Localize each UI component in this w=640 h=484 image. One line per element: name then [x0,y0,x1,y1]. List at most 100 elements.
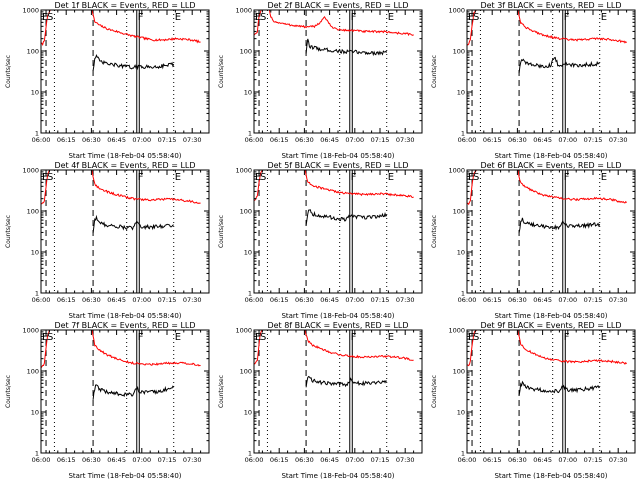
x-tick-label: 07:00 [345,456,364,464]
chart-title: Det 9f BLACK = Events, RED = LLD [480,321,621,330]
x-axis-label: Start Time (18-Feb-04 05:58:40) [281,472,394,480]
y-tick-label: 100 [240,48,252,56]
x-tick-label: 07:00 [345,136,364,144]
marker-letter-e2: E [175,332,181,343]
x-tick-label: 06:45 [107,456,126,464]
y-tick-label: 100 [240,208,252,216]
x-tick-label: 07:30 [183,136,202,144]
events-series-line [518,217,601,233]
plot-frame [466,9,636,134]
detector-chart-7: Det 7f BLACK = Events, RED = LLD Counts/s… [5,321,210,480]
detector-panel-4: Det 4f BLACK = Events, RED = LLD Counts/s… [0,160,213,320]
time-markers [45,170,175,293]
y-tick-label: 10 [457,409,465,417]
y-tick-label: 10 [457,249,465,257]
y-tick-label: 100 [240,368,252,376]
y-tick-label: 100 [27,48,39,56]
x-tick-label: 06:45 [107,296,126,304]
y-tick-label: 1000 [448,7,465,15]
x-tick-label: 07:15 [584,296,603,304]
x-tick-label: 06:30 [82,296,101,304]
marker-letter-s: S [473,172,479,183]
y-tick-label: 10 [244,249,252,257]
x-tick-label: 06:30 [82,136,101,144]
x-tick-label: 07:00 [345,296,364,304]
chart-title: Det 8f BLACK = Events, RED = LLD [267,321,408,330]
x-tick-label: 07:30 [609,136,628,144]
marker-letter-f: F [138,12,144,23]
marker-letter-f: F [138,172,144,183]
detector-panel-3: Det 3f BLACK = Events, RED = LLD Counts/s… [426,0,639,160]
y-tick-label: 1000 [235,327,252,335]
x-tick-label: 06:45 [533,456,552,464]
marker-letter-s: S [47,172,53,183]
lld-series-line [254,10,414,37]
plot-frame [466,169,636,294]
chart-title: Det 2f BLACK = Events, RED = LLD [267,1,408,10]
lld-series-line [41,10,201,47]
detector-panel-9: Det 9f BLACK = Events, RED = LLD Counts/s… [426,320,639,480]
lld-series-line [254,170,414,202]
x-axis-label: Start Time (18-Feb-04 05:58:40) [494,312,607,320]
events-series-line [518,56,600,74]
x-tick-label: 06:45 [533,296,552,304]
marker-letter-e1: E [468,12,474,23]
y-tick-label: 10 [244,409,252,417]
x-tick-label: 06:30 [295,456,314,464]
plot-frame [253,9,423,134]
chart-title: Det 1f BLACK = Events, RED = LLD [54,1,195,10]
y-tick-label: 10 [31,409,39,417]
x-tick-label: 07:15 [158,456,177,464]
detector-panel-5: Det 5f BLACK = Events, RED = LLD Counts/s… [213,160,426,320]
events-series-line [305,375,387,388]
y-tick-label: 1 [248,450,252,458]
x-tick-label: 06:30 [508,296,527,304]
marker-letter-e2: E [388,332,394,343]
y-tick-label: 1 [35,130,39,138]
marker-letter-f: F [351,332,357,343]
marker-letter-s: S [47,12,53,23]
marker-letter-e1: E [42,12,48,23]
x-tick-label: 07:15 [371,456,390,464]
chart-title: Det 4f BLACK = Events, RED = LLD [54,161,195,170]
x-tick-label: 07:30 [183,456,202,464]
x-tick-label: 06:00 [32,456,51,464]
x-tick-label: 06:30 [295,296,314,304]
x-tick-label: 06:15 [483,456,502,464]
y-tick-label: 100 [27,208,39,216]
chart-title: Det 6f BLACK = Events, RED = LLD [480,161,621,170]
lld-series-line [41,330,201,369]
x-axis-label: Start Time (18-Feb-04 05:58:40) [281,152,394,160]
x-tick-label: 07:30 [396,296,415,304]
lld-series-line [467,330,627,367]
y-axis-label: Counts/sec [218,55,225,88]
y-tick-label: 100 [453,208,465,216]
x-tick-label: 07:15 [158,296,177,304]
y-tick-label: 100 [453,368,465,376]
marker-letter-e2: E [388,172,394,183]
marker-letter-e2: E [175,12,181,23]
y-tick-label: 1000 [235,7,252,15]
lld-series-line [254,330,414,365]
marker-letter-e1: E [255,12,261,23]
x-tick-label: 07:15 [584,456,603,464]
x-tick-label: 06:30 [82,456,101,464]
x-tick-label: 06:00 [458,296,477,304]
events-series-line [518,380,600,396]
marker-letter-e2: E [601,12,607,23]
x-axis-label: Start Time (18-Feb-04 05:58:40) [68,472,181,480]
marker-letter-e1: E [42,332,48,343]
marker-letter-e1: E [42,172,48,183]
marker-letter-e2: E [601,332,607,343]
x-axis-label: Start Time (18-Feb-04 05:58:40) [68,312,181,320]
x-tick-label: 06:00 [458,136,477,144]
x-tick-label: 06:00 [245,456,264,464]
marker-letter-f: F [564,172,570,183]
y-tick-label: 1 [461,450,465,458]
x-tick-label: 07:15 [371,296,390,304]
x-tick-label: 07:30 [183,296,202,304]
y-tick-label: 1 [461,130,465,138]
y-axis-label: Counts/sec [218,215,225,248]
time-markers [45,10,175,133]
